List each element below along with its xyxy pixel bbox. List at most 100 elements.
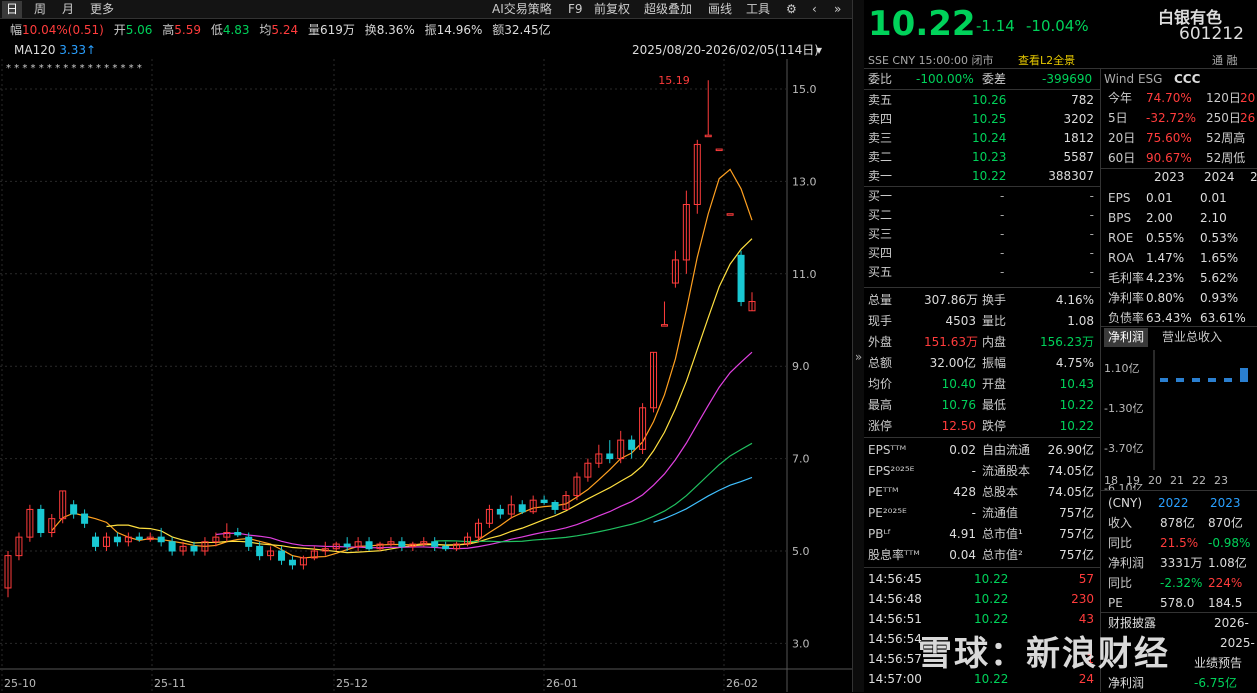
gear-icon[interactable]: ⚙ <box>786 2 797 16</box>
date-axis: 25-10 25-11 25-12 26-01 26-02 <box>4 677 758 690</box>
ask-row-cell: 388307 <box>1048 169 1094 183</box>
fund-row-cell: - <box>971 464 976 478</box>
overlay-button[interactable]: 超级叠加 <box>644 2 693 16</box>
vol-value: 619万 <box>319 23 355 37</box>
tab-day[interactable]: 日 <box>2 1 23 18</box>
double-chevron-icon[interactable]: » <box>834 2 842 16</box>
ask-row-cell: 卖五 <box>868 93 893 107</box>
f9-button[interactable]: F9 <box>568 2 583 16</box>
tick-row-cell: 43 <box>1078 612 1094 626</box>
candle <box>464 536 472 545</box>
netprofit-value: -6.75亿 <box>1194 676 1238 690</box>
panel-divider[interactable]: » <box>852 0 864 692</box>
fund-row-cell: EPSᵀᵀᴹ <box>868 443 907 457</box>
turnover-value: 8.36% <box>376 23 415 37</box>
tick-row-cell: 10.22 <box>974 672 1009 686</box>
candle <box>102 536 110 547</box>
ma-line <box>653 476 753 523</box>
report-date: 2026- <box>1214 616 1249 630</box>
range-dropdown-icon[interactable]: ▾ <box>816 43 823 57</box>
collapse-icon[interactable]: » <box>854 350 863 364</box>
ask-row-cell: 10.26 <box>972 93 1007 107</box>
fund-row-cell: 0.02 <box>949 443 976 457</box>
candle <box>420 541 428 545</box>
fund-row-cell: 757亿 <box>1059 506 1094 520</box>
bar-info-line: 幅10.04%(0.51) 开5.06 高5.59 低4.83 均5.24 量6… <box>0 19 852 41</box>
ratio-row-cell: 2.10 <box>1200 211 1227 225</box>
fund-row-cell: EPS²⁰²⁵ᴱ <box>868 464 915 478</box>
fin-header-cell: 2023 <box>1210 496 1241 510</box>
candle <box>124 536 132 543</box>
fund-row-cell: 757亿 <box>1059 527 1094 541</box>
candle <box>168 541 176 552</box>
stat-row-cell: 32.00亿 <box>929 356 976 370</box>
mini-bar <box>1224 378 1232 382</box>
high-marker: 15.19 <box>658 74 690 87</box>
candle <box>212 536 220 543</box>
candle <box>387 541 395 545</box>
quote-meta: SSE CNY 15:00:00 闭市 <box>868 54 994 67</box>
chart-grid <box>0 59 852 692</box>
candle <box>278 550 286 561</box>
stat-row-cell: 外盘 <box>868 335 893 349</box>
tab-more[interactable]: 更多 <box>90 2 115 16</box>
candle <box>4 555 12 589</box>
fund-row-cell: 总股本 <box>982 485 1019 499</box>
tab-revenue[interactable]: 营业总收入 <box>1162 330 1223 344</box>
fin-row-cell: -0.98% <box>1208 536 1251 550</box>
tab-net-profit[interactable]: 净利润 <box>1104 328 1149 347</box>
tab-month[interactable]: 月 <box>62 2 75 16</box>
ma-line <box>215 351 753 550</box>
stat-row-cell: 4503 <box>945 314 976 328</box>
open-value: 5.06 <box>125 23 153 37</box>
draw-button[interactable]: 画线 <box>708 2 733 16</box>
fund-row-cell: - <box>971 506 976 520</box>
ai-strategy-button[interactable]: AI交易策略 <box>492 2 552 16</box>
fin-row-cell: 1.08亿 <box>1208 556 1247 570</box>
stat-row-cell: 10.40 <box>941 377 976 391</box>
stat-row-cell: 总额 <box>868 356 893 370</box>
bid-row-cell: - <box>1000 189 1005 203</box>
candle <box>15 536 23 557</box>
stat-row-cell: 4.16% <box>1055 293 1094 307</box>
last-price: 10.22 <box>868 4 976 44</box>
stat-row-cell: 12.50 <box>941 419 976 433</box>
ratio-row-cell: ROE <box>1108 231 1134 245</box>
tick-row-cell: 230 <box>1071 592 1094 606</box>
y-tick-label: 5.0 <box>792 545 810 558</box>
bid-row-cell: - <box>1089 246 1094 260</box>
candle <box>256 545 264 557</box>
fund-row-cell: 26.90亿 <box>1047 443 1094 457</box>
mini-bar <box>1240 368 1248 382</box>
tab-week[interactable]: 周 <box>34 2 47 16</box>
perf-row-cell: 74.70% <box>1146 91 1192 105</box>
amp-value: 14.96% <box>436 23 483 37</box>
candle <box>573 476 581 497</box>
bid-row-cell: 买一 <box>868 189 893 203</box>
wind-esg-label: Wind ESG <box>1104 72 1163 86</box>
tick-row-cell: 57 <box>1078 572 1094 586</box>
date-range: 2025/08/20-2026/02/05(114日) <box>632 43 819 57</box>
candle <box>299 557 307 566</box>
mini-x-tick: 20 <box>1148 474 1162 487</box>
candlestick-chart[interactable]: 15.0 13.0 11.0 9.0 7.0 5.0 3.0 25-10 25-11 25-12… <box>0 59 852 692</box>
candle <box>310 550 318 559</box>
bid-row-cell: - <box>1089 189 1094 203</box>
price-change: -1.14 <box>976 17 1015 35</box>
stat-row-cell: 10.22 <box>1059 419 1094 433</box>
mini-x-tick: 22 <box>1192 474 1206 487</box>
ratio-row-cell: 2.00 <box>1146 211 1173 225</box>
stat-row-cell: 4.75% <box>1055 356 1094 370</box>
tick-row-cell: 1 <box>1086 652 1094 666</box>
l2-link[interactable]: 查看L2全景 <box>1018 54 1076 67</box>
adjust-button[interactable]: 前复权 <box>594 2 631 16</box>
chevron-left-icon[interactable]: ‹ <box>812 2 817 16</box>
tools-button[interactable]: 工具 <box>746 2 771 16</box>
bid-row-cell: - <box>1089 265 1094 279</box>
ask-row-cell: 1812 <box>1063 131 1094 145</box>
candle <box>650 351 658 409</box>
fin-row-cell: 578.0 <box>1160 596 1195 610</box>
candles <box>4 80 756 598</box>
fund-row-cell: 总市值² <box>982 548 1023 562</box>
stat-row-cell: 156.23万 <box>1040 335 1094 349</box>
